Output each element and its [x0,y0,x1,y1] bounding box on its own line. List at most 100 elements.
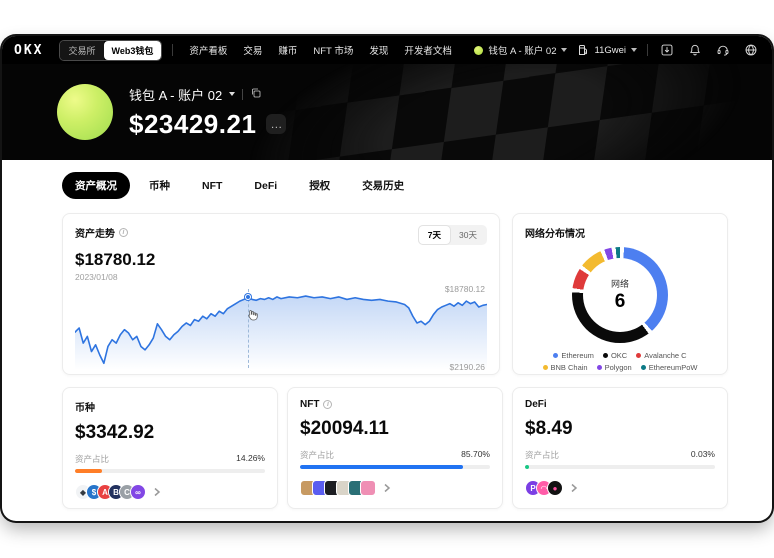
wallet-account-selector[interactable]: 钱包 A - 账户 02 [474,43,568,57]
nft-share-label: 资产占比 [300,450,335,460]
chevron-down-icon [631,48,637,52]
legend-item-ethereum: Ethereum [553,351,594,360]
trend-max-label: $18780.12 [444,284,485,294]
asset-trend-svg [75,286,487,370]
defi-progress-track [525,465,715,469]
language-button[interactable] [742,41,760,59]
toggle-exchange[interactable]: 交易所 [60,40,104,60]
defi-share-label: 资产占比 [525,450,560,460]
legend-dot [602,353,608,358]
asset-trend-card: 资产走势 i 7天 30天 $18780.12 2023/01/08 [62,213,500,375]
top-navbar: OKX 交易所 Web3钱包 资产看板 交易 赚币 NFT 市场 发现 开发者文… [2,36,772,64]
trend-plot-area[interactable]: $18780.12 $2190.26 [75,284,487,372]
chevron-down-icon[interactable] [229,92,236,96]
network-distribution-card: 网络分布情况 网络 6 Ethereum OKC Avalanche C BNB [512,213,728,375]
gas-price-label: 11Gwei [594,44,626,56]
nft-progress-fill [300,465,463,469]
defi-more-button[interactable] [570,483,578,493]
download-app-button[interactable] [658,41,676,59]
more-actions-button[interactable]: … [266,114,287,134]
tokens-card-title: 币种 [75,403,95,414]
bell-icon [690,44,700,56]
nav-link-trade[interactable]: 交易 [243,46,263,57]
legend-item-avalanche: Avalanche C [636,351,687,360]
info-icon: i [119,228,128,237]
defi-summary-card: DeFi $8.49 资产占比 0.03% P ◠ ● [512,387,728,509]
trend-min-label: $2190.26 [449,362,485,372]
nft-thumbnail [360,480,376,496]
globe-icon [745,44,757,56]
info-icon: i [323,400,333,409]
legend-dot [596,365,602,370]
okx-logo: OKX [14,42,44,58]
network-card-title: 网络分布情况 [525,229,585,240]
gas-pump-icon [579,45,588,55]
nft-progress-track [300,465,490,469]
nav-link-dev-docs[interactable]: 开发者文档 [404,46,452,57]
chevron-right-icon [384,483,391,493]
main-content: 资产概况 币种 NFT DeFi 授权 交易历史 资产走势 i 7天 [2,160,772,509]
range-30d-button[interactable]: 30天 [450,226,486,244]
donut-center-label: 网络 [610,279,629,289]
tab-history[interactable]: 交易历史 [349,172,417,199]
nav-link-discover[interactable]: 发现 [369,46,389,57]
crosshair-dot [245,293,252,300]
network-legend: Ethereum OKC Avalanche C BNB Chain Polyg… [525,351,715,372]
tokens-progress-track [75,469,265,473]
total-balance: $23429.21 [129,108,257,139]
legend-item-polygon: Polygon [596,363,632,372]
tab-defi[interactable]: DeFi [241,174,290,198]
tokens-share-label: 资产占比 [75,454,110,464]
notifications-button[interactable] [686,41,704,59]
tokens-summary-card: 币种 $3342.92 资产占比 14.26% ◆ $ A B C [62,387,278,509]
nft-more-button[interactable] [383,483,391,493]
nav-link-assets[interactable]: 资产看板 [189,46,228,57]
wallet-avatar [57,84,113,140]
gas-price-selector[interactable]: 11Gwei [577,44,637,56]
app-window: OKX 交易所 Web3钱包 资产看板 交易 赚币 NFT 市场 发现 开发者文… [2,36,772,521]
range-7d-button[interactable]: 7天 [418,226,451,244]
legend-dot [636,353,642,358]
nft-card-title: NFT [300,399,320,410]
trend-current-value: $18780.12 [75,250,156,269]
nav-divider [647,44,648,56]
defi-protocol-icon-3: ● [547,480,563,496]
asset-tabs: 资产概况 币种 NFT DeFi 授权 交易历史 [62,172,772,199]
range-toggle: 7天 30天 [417,225,487,245]
hand-cursor-icon [248,310,258,321]
token-icon-polygon: ∞ [130,484,146,500]
defi-value: $8.49 [525,418,573,439]
wallet-hero: 钱包 A - 账户 02 $23429.21 … [2,64,772,160]
nav-divider [172,44,174,56]
legend-item-ethereumpow: EthereumPoW [640,363,698,372]
nft-value: $20094.11 [300,418,389,439]
donut-center: 网络 6 [583,258,657,332]
nav-link-nft-market[interactable]: NFT 市场 [313,46,354,57]
defi-icons-row: P ◠ ● [525,480,715,496]
support-button[interactable] [714,41,732,59]
nav-link-earn[interactable]: 赚币 [278,46,298,57]
trend-area [75,296,487,370]
tab-tokens[interactable]: 币种 [136,172,183,199]
defi-card-title: DeFi [525,399,547,410]
tab-approvals[interactable]: 授权 [296,172,343,199]
defi-share-pct: 0.03% [690,449,715,459]
wallet-name: 钱包 A - 账户 02 [129,87,223,103]
network-donut-wrap: 网络 6 [572,247,668,343]
copy-address-button[interactable] [250,87,262,102]
legend-dot [553,353,559,358]
legend-item-okc: OKC [602,351,627,360]
tab-nft[interactable]: NFT [189,174,235,198]
tab-asset-overview[interactable]: 资产概况 [62,172,130,199]
legend-dot [640,365,646,370]
toggle-web3-wallet[interactable]: Web3钱包 [103,40,162,60]
nft-summary-card: NFT i $20094.11 资产占比 85.70% [287,387,503,509]
tokens-progress-fill [75,469,103,473]
headset-icon [717,45,729,56]
nft-share-pct: 85.70% [461,449,490,459]
nav-links: 资产看板 交易 赚币 NFT 市场 发现 开发者文档 [189,43,452,57]
divider [242,88,244,100]
tokens-more-button[interactable] [153,487,161,497]
trend-title: 资产走势 [75,229,115,240]
copy-icon [252,88,261,97]
